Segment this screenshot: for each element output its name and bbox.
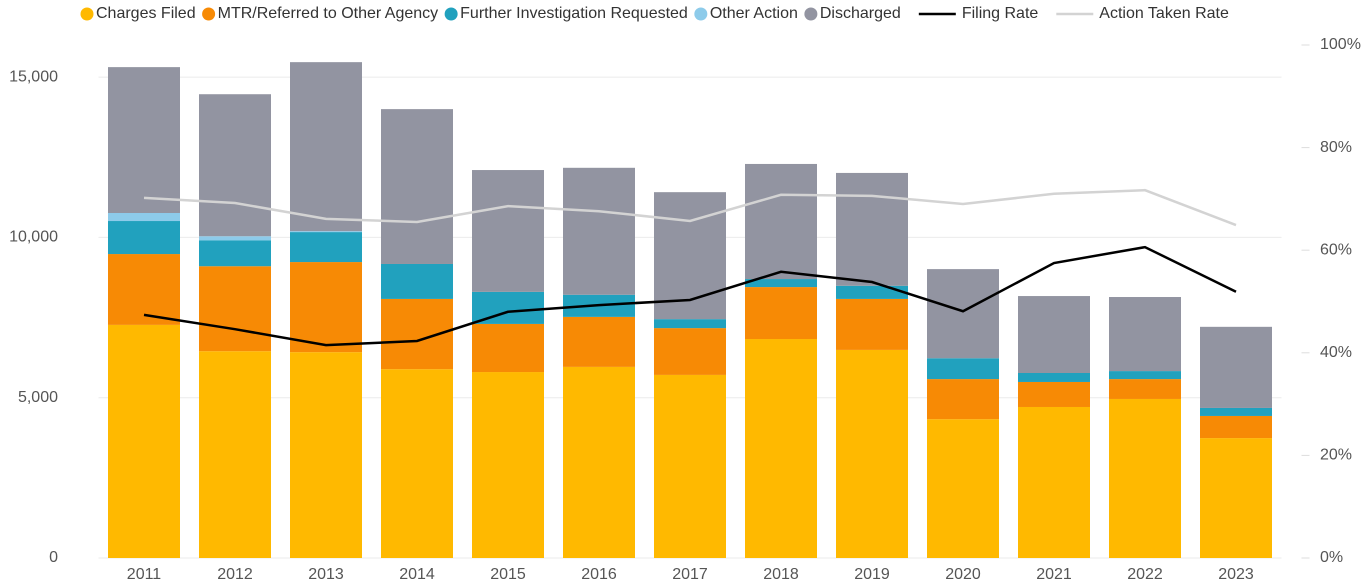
bar-segment <box>108 254 180 325</box>
legend-label: Other Action <box>710 5 798 22</box>
bar-segment <box>199 266 271 352</box>
x-tick-label: 2011 <box>127 566 162 583</box>
bar-segment <box>927 269 999 359</box>
x-tick-label: 2019 <box>854 566 890 583</box>
bar-segment <box>472 372 544 558</box>
bar-segment <box>563 366 635 558</box>
bar-segment <box>381 263 453 299</box>
y2-tick-label: 80% <box>1320 139 1352 156</box>
legend-label: Filing Rate <box>962 5 1039 22</box>
bar-segment <box>1018 406 1090 558</box>
bar-segment <box>108 67 180 214</box>
bar-segment <box>199 351 271 558</box>
bar-segment <box>1109 371 1181 380</box>
bar-segment <box>927 379 999 420</box>
bar-segment <box>654 328 726 375</box>
bar-segment <box>381 109 453 264</box>
y2-tick-label: 40% <box>1320 344 1352 361</box>
bar-segment <box>836 285 908 299</box>
bar-segment <box>108 213 180 222</box>
legend-label: MTR/Referred to Other Agency <box>218 5 439 22</box>
y-tick-label: 15,000 <box>9 68 58 85</box>
bar-segment <box>1109 297 1181 372</box>
x-tick-label: 2015 <box>490 566 526 583</box>
x-tick-label: 2016 <box>581 566 617 583</box>
bar-segment <box>381 369 453 558</box>
bar-segment <box>1200 326 1272 408</box>
bar-segment <box>108 324 180 558</box>
y-tick-label: 10,000 <box>9 229 58 246</box>
bar-segment <box>1018 372 1090 382</box>
bar-segment <box>745 279 817 288</box>
bar-segment <box>1109 398 1181 558</box>
bar-segment <box>745 339 817 558</box>
y2-tick-label: 100% <box>1320 36 1361 53</box>
y-tick-label: 0 <box>49 549 58 566</box>
bar-segment <box>927 419 999 558</box>
bar-segment <box>563 167 635 295</box>
legend-swatch <box>804 7 818 21</box>
legend-swatch <box>80 7 94 21</box>
bar-segment <box>654 319 726 329</box>
bar-segment <box>1200 407 1272 416</box>
bar-segment <box>472 323 544 373</box>
bar-segment <box>199 94 271 237</box>
legend-label: Charges Filed <box>96 5 196 22</box>
bar-segment <box>836 172 908 286</box>
bar-segment <box>199 236 271 241</box>
bar-segment <box>836 298 908 350</box>
bar-segment <box>1200 438 1272 558</box>
bar-segment <box>1200 415 1272 439</box>
y-tick-label: 5,000 <box>18 389 58 406</box>
x-tick-label: 2023 <box>1218 566 1254 583</box>
y2-tick-label: 60% <box>1320 241 1352 258</box>
legend-label: Further Investigation Requested <box>460 5 688 22</box>
x-tick-label: 2022 <box>1127 566 1163 583</box>
x-tick-label: 2012 <box>217 566 253 583</box>
bar-segment <box>290 231 362 233</box>
bar-segment <box>745 287 817 340</box>
bar-segment <box>1109 379 1181 399</box>
x-tick-label: 2017 <box>672 566 708 583</box>
bar-segment <box>927 358 999 380</box>
rate-line <box>143 245 1237 347</box>
bar-segment <box>290 262 362 353</box>
y2-tick-label: 20% <box>1320 447 1352 464</box>
x-tick-label: 2013 <box>308 566 344 583</box>
bar-segment <box>563 316 635 367</box>
bar-segment <box>290 352 362 558</box>
legend-label: Action Taken Rate <box>1099 5 1229 22</box>
legend-swatch <box>444 7 458 21</box>
bar-segment <box>472 170 544 292</box>
bar-segment <box>654 374 726 558</box>
x-tick-label: 2021 <box>1036 566 1072 583</box>
bar-segment <box>199 240 271 267</box>
bar-segment <box>290 62 362 232</box>
rate-line <box>143 188 1237 227</box>
legend-swatch <box>694 7 708 21</box>
bar-segment <box>745 163 817 280</box>
x-tick-label: 2020 <box>945 566 981 583</box>
bar-segment <box>1018 296 1090 373</box>
x-tick-label: 2018 <box>763 566 799 583</box>
bar-segment <box>108 221 180 255</box>
legend-label: Discharged <box>820 5 901 22</box>
bar-segment <box>836 349 908 558</box>
x-tick-label: 2014 <box>399 566 435 583</box>
bar-segment <box>1018 381 1090 407</box>
y2-tick-label: 0% <box>1320 549 1343 566</box>
bar-segment <box>290 232 362 263</box>
legend-swatch <box>202 7 216 21</box>
